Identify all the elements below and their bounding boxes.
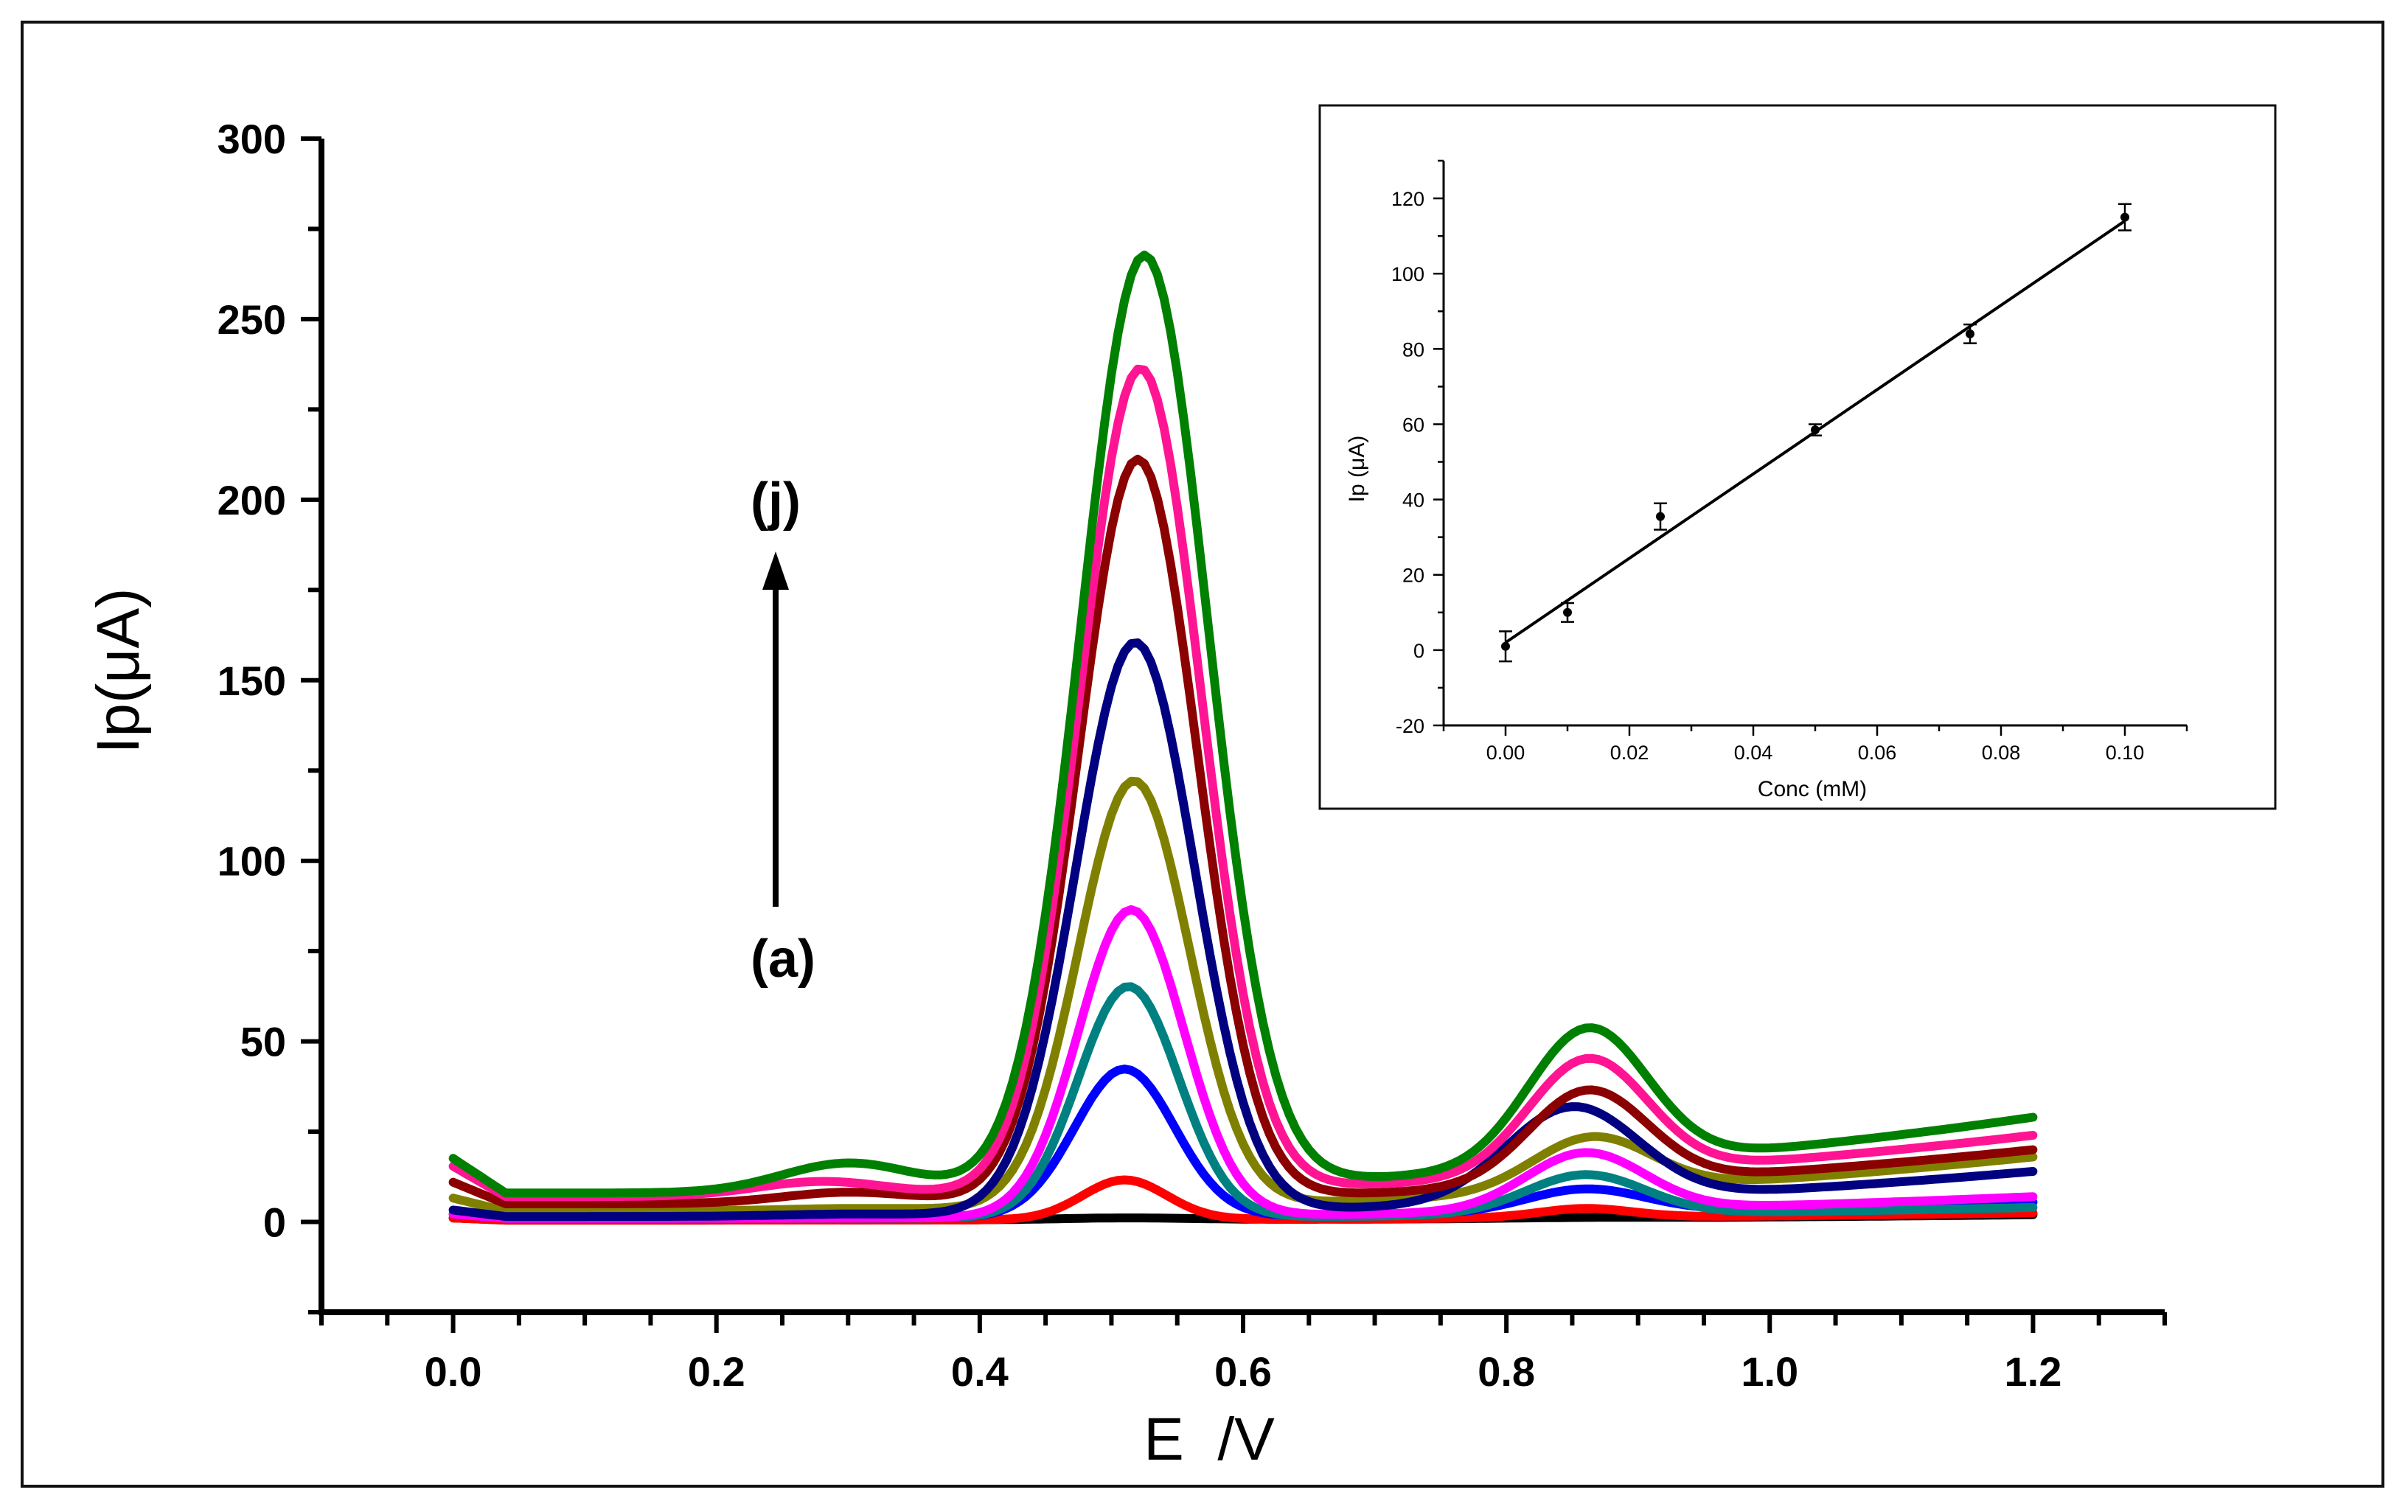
curve-g (448, 638, 2038, 1222)
curve-h (448, 454, 2038, 1208)
inset-axes: -20 0 20 40 60 80 100 120 0.00 0.02 0.04 0.06 0.08 0.… (1391, 159, 2188, 764)
inset-x-axis-label: Conc (mM) (1758, 777, 1867, 801)
inset-x-tick-label: 0.06 (1858, 742, 1897, 764)
y-tick-label: 300 (218, 116, 286, 162)
figure-frame (21, 21, 2384, 1488)
annotation-j: (j) (751, 473, 801, 532)
inset-x-tick-label: 0.04 (1734, 742, 1773, 764)
curve-f (448, 776, 2038, 1216)
inset-y-tick-label: 120 (1391, 188, 1424, 210)
calibration-inset: -20 0 20 40 60 80 100 120 0.00 0.02 0.04 0.06 0.08 0.… (1318, 104, 2277, 810)
concentration-arrow (762, 551, 789, 907)
inset-border (1318, 104, 2277, 810)
x-tick-label: 1.2 (2004, 1348, 2061, 1395)
inset-x-tick-label: 0.00 (1486, 742, 1525, 764)
inset-x-tick-label: 0.02 (1610, 742, 1649, 764)
inset-y-tick-label: 60 (1402, 414, 1424, 436)
data-point (1563, 607, 1572, 617)
inset-y-tick-label: -20 (1396, 715, 1424, 737)
data-point (2120, 212, 2129, 222)
inset-y-tick-label: 40 (1402, 490, 1424, 512)
x-tick-label: 0.6 (1214, 1348, 1272, 1395)
inset-x-tick-label: 0.10 (2106, 742, 2145, 764)
voltammogram-curves (448, 250, 2038, 1225)
inset-x-tick-label: 0.08 (1982, 742, 2021, 764)
data-point (1501, 641, 1510, 651)
curve-j (448, 250, 2038, 1198)
x-tick-label: 0.4 (951, 1348, 1009, 1395)
data-point (1656, 512, 1665, 521)
x-tick-label: 0.8 (1478, 1348, 1535, 1395)
inset-y-tick-label: 20 (1402, 565, 1424, 587)
y-tick-label: 250 (218, 296, 286, 343)
arrow-head (762, 551, 789, 590)
y-tick-label: 150 (218, 658, 286, 704)
inset-data (1499, 203, 2132, 663)
x-tick-label: 0.0 (425, 1348, 482, 1395)
x-tick-label: 0.2 (688, 1348, 745, 1395)
y-axis-label: Ip(μA) (85, 588, 152, 754)
y-tick-label: 50 (240, 1019, 286, 1065)
y-tick-label: 200 (218, 477, 286, 523)
inset-y-tick-label: 0 (1413, 640, 1424, 662)
data-point (1966, 329, 1974, 338)
y-tick-label: 100 (218, 838, 286, 885)
inset-y-tick-label: 100 (1391, 263, 1424, 285)
y-tick-label: 0 (263, 1199, 286, 1246)
annotation-a: (a) (751, 930, 815, 989)
x-axis-label: E /V (1144, 1406, 1275, 1473)
data-point (1811, 425, 1820, 435)
inset-y-tick-label: 80 (1402, 338, 1424, 360)
x-tick-label: 1.0 (1741, 1348, 1798, 1395)
inset-y-axis-label: Ip (μA) (1345, 436, 1369, 503)
